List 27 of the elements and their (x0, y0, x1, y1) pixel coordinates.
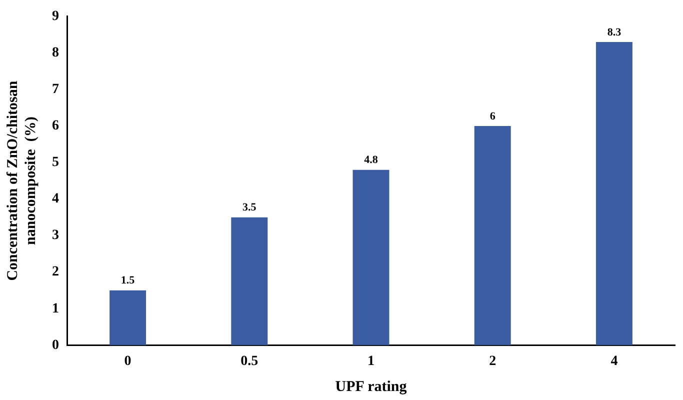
data-label: 4.8 (364, 154, 378, 166)
y-axis-title: Concentration of ZnO/chitosan nanocomposite (%) (4, 80, 39, 281)
y-tick-label: 5 (52, 155, 59, 170)
data-label: 8.3 (607, 26, 622, 38)
x-tick-label: 0.5 (240, 354, 258, 370)
x-axis-title: UPF rating (335, 378, 408, 395)
x-tick-label: 4 (610, 354, 618, 370)
data-label: 1.5 (120, 274, 136, 287)
bar (231, 217, 268, 346)
y-tick-label: 7 (52, 82, 59, 98)
y-tick-label: 1 (52, 301, 59, 316)
x-tick-label: 0 (124, 354, 132, 370)
y-tick-label: 6 (52, 118, 59, 134)
bar (474, 126, 511, 346)
y-tick-label: 0 (52, 338, 59, 353)
y-tick-label: 2 (52, 264, 59, 280)
y-tick-label: 8 (52, 46, 59, 61)
y-tick-label: 4 (52, 192, 59, 207)
data-label: 6 (490, 110, 496, 122)
bar (352, 170, 390, 346)
x-tick-label: 1 (368, 354, 374, 370)
bar (596, 42, 632, 346)
y-tick-label: 3 (52, 228, 59, 244)
data-label: 3.5 (242, 202, 257, 214)
y-tick-label: 9 (52, 9, 59, 24)
x-tick-label: 2 (489, 354, 496, 370)
bar (110, 290, 146, 346)
